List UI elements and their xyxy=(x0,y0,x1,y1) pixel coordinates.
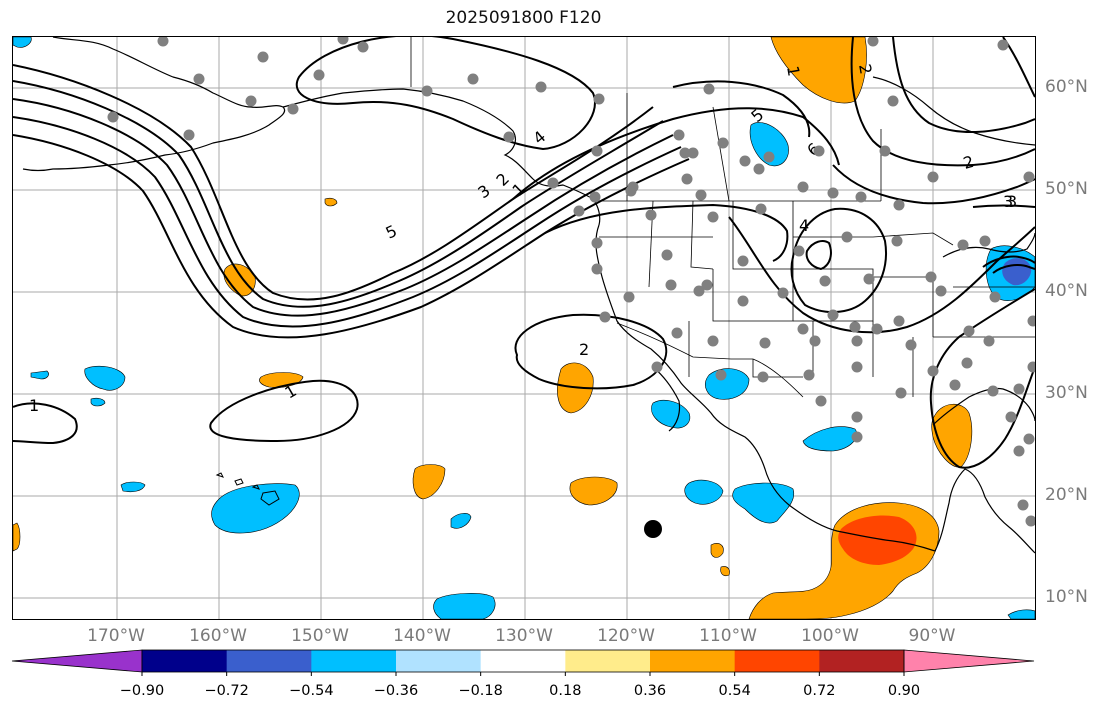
contour-label-group: 1 2 3 4 5 6 1 2 3 4 5 1 2 3 1 2 xyxy=(29,62,1017,415)
colorbar-tick-label: −0.90 xyxy=(119,683,165,699)
colorbar-extend-low xyxy=(11,649,143,673)
lon-label: 160°W xyxy=(189,626,247,646)
strong-positive-shading xyxy=(838,515,917,565)
colorbar-segment xyxy=(142,650,228,672)
colorbar-segment xyxy=(734,650,820,672)
colorbar-ticks xyxy=(141,672,905,676)
contour-label: 3 xyxy=(1007,192,1017,211)
contour-label: 5 xyxy=(383,221,400,243)
lon-label: 120°W xyxy=(597,626,655,646)
colorbar-tick-label: 0.90 xyxy=(887,683,921,699)
colorbar-segment xyxy=(226,650,312,672)
colorbar-frame xyxy=(141,649,905,673)
lon-label: 110°W xyxy=(699,626,757,646)
colorbar-tick-label: −0.72 xyxy=(204,683,249,699)
contour-label: 1 xyxy=(282,381,300,403)
colorbar-tick-label: 0.72 xyxy=(803,683,836,699)
contour-label: 2 xyxy=(961,152,976,173)
lat-label: 40°N xyxy=(1045,281,1088,301)
map-svg: 1 2 3 4 5 6 1 2 3 4 5 1 2 3 1 2 xyxy=(13,37,1035,619)
colorbar-segment xyxy=(819,650,905,672)
contour-lines xyxy=(13,37,1035,469)
colorbar-tick-label: −0.54 xyxy=(289,683,334,699)
lon-label: 130°W xyxy=(495,626,553,646)
colorbar-segment xyxy=(480,650,566,672)
contour-label: 4 xyxy=(799,216,809,235)
lon-label: 170°W xyxy=(87,626,145,646)
lat-label: 20°N xyxy=(1045,485,1088,505)
storm-center-marker xyxy=(644,520,662,538)
lon-label: 150°W xyxy=(291,626,349,646)
colorbar-tick-label: −0.36 xyxy=(373,683,419,699)
contour-label: 1 xyxy=(29,396,39,415)
lat-label: 30°N xyxy=(1045,383,1088,403)
lon-label: 140°W xyxy=(393,626,451,646)
political-boundaries xyxy=(410,37,1035,398)
coastlines xyxy=(22,37,1035,554)
lat-label: 60°N xyxy=(1045,77,1088,97)
colorbar-segment xyxy=(565,650,651,672)
colorbar xyxy=(11,649,1035,676)
colorbar-tick-label: 0.36 xyxy=(633,683,667,699)
map-frame: 1 2 3 4 5 6 1 2 3 4 5 1 2 3 1 2 xyxy=(12,36,1036,620)
colorbar-tick-label: 0.54 xyxy=(718,683,751,699)
positive-shading xyxy=(13,37,973,619)
contour-label: 3 xyxy=(1003,192,1013,211)
lon-label: 90°W xyxy=(908,626,956,646)
map-title: 2025091800 F120 xyxy=(445,8,602,28)
colorbar-segment xyxy=(311,650,397,672)
colorbar-tick-label: 0.18 xyxy=(549,683,582,699)
colorbar-segments xyxy=(11,649,1035,673)
contour-label: 2 xyxy=(579,340,589,359)
lat-label: 50°N xyxy=(1045,179,1088,199)
colorbar-segment xyxy=(396,650,482,672)
colorbar-extend-high xyxy=(903,649,1035,673)
contour-label: 2 xyxy=(855,62,875,75)
colorbar-segment xyxy=(650,650,736,672)
lon-label: 100°W xyxy=(801,626,859,646)
station-dots xyxy=(107,37,1035,527)
colorbar-tick-label: −0.18 xyxy=(458,683,503,699)
hawaii-islands xyxy=(215,472,280,506)
contour-label: 3 xyxy=(474,181,493,202)
contour-label: 1 xyxy=(783,64,803,77)
contour-label: 4 xyxy=(529,127,549,148)
lat-label: 10°N xyxy=(1045,587,1088,607)
